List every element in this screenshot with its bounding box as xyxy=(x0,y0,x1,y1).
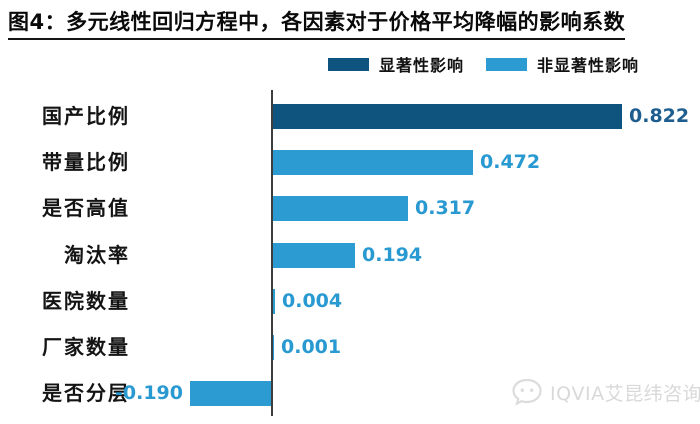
bar xyxy=(273,335,274,360)
category-label: 是否高值 xyxy=(42,196,130,220)
watermark-text: IQVIA艾昆纬咨询 xyxy=(550,382,700,405)
legend-swatch xyxy=(486,57,528,71)
legend-item: 非显著性影响 xyxy=(486,52,639,76)
bar xyxy=(273,196,408,221)
legend-swatch xyxy=(328,57,369,71)
legend-label: 非显著性影响 xyxy=(537,56,640,75)
legend: 显著性影响 非显著性影响 xyxy=(328,52,639,76)
y-axis-line xyxy=(271,90,273,416)
value-label: 0.194 xyxy=(362,244,423,266)
category-label: 带量比例 xyxy=(42,150,130,174)
figure-title: 图4：多元线性回归方程中，各因素对于价格平均降幅的影响系数 xyxy=(8,6,626,40)
value-label: 0.822 xyxy=(629,105,690,127)
wechat-icon xyxy=(512,378,542,406)
legend-item: 显著性影响 xyxy=(328,52,464,76)
bar xyxy=(273,104,622,129)
value-label: 0.317 xyxy=(415,197,476,219)
legend-label: 显著性影响 xyxy=(379,56,465,75)
bar xyxy=(190,381,271,406)
value-label: 0.001 xyxy=(281,336,342,358)
bar xyxy=(273,150,473,175)
category-label: 医院数量 xyxy=(42,289,130,313)
value-label: 0.472 xyxy=(480,151,541,173)
value-label: 0.004 xyxy=(282,290,343,312)
watermark: IQVIA艾昆纬咨询 xyxy=(510,377,700,407)
category-label: 淘汰率 xyxy=(64,243,130,267)
category-label: 国产比例 xyxy=(42,104,130,128)
category-label: 是否分层 xyxy=(42,381,130,405)
category-label: 厂家数量 xyxy=(42,335,130,359)
bar xyxy=(273,289,275,314)
value-label: -0.190 xyxy=(115,382,183,404)
bar xyxy=(273,243,355,268)
